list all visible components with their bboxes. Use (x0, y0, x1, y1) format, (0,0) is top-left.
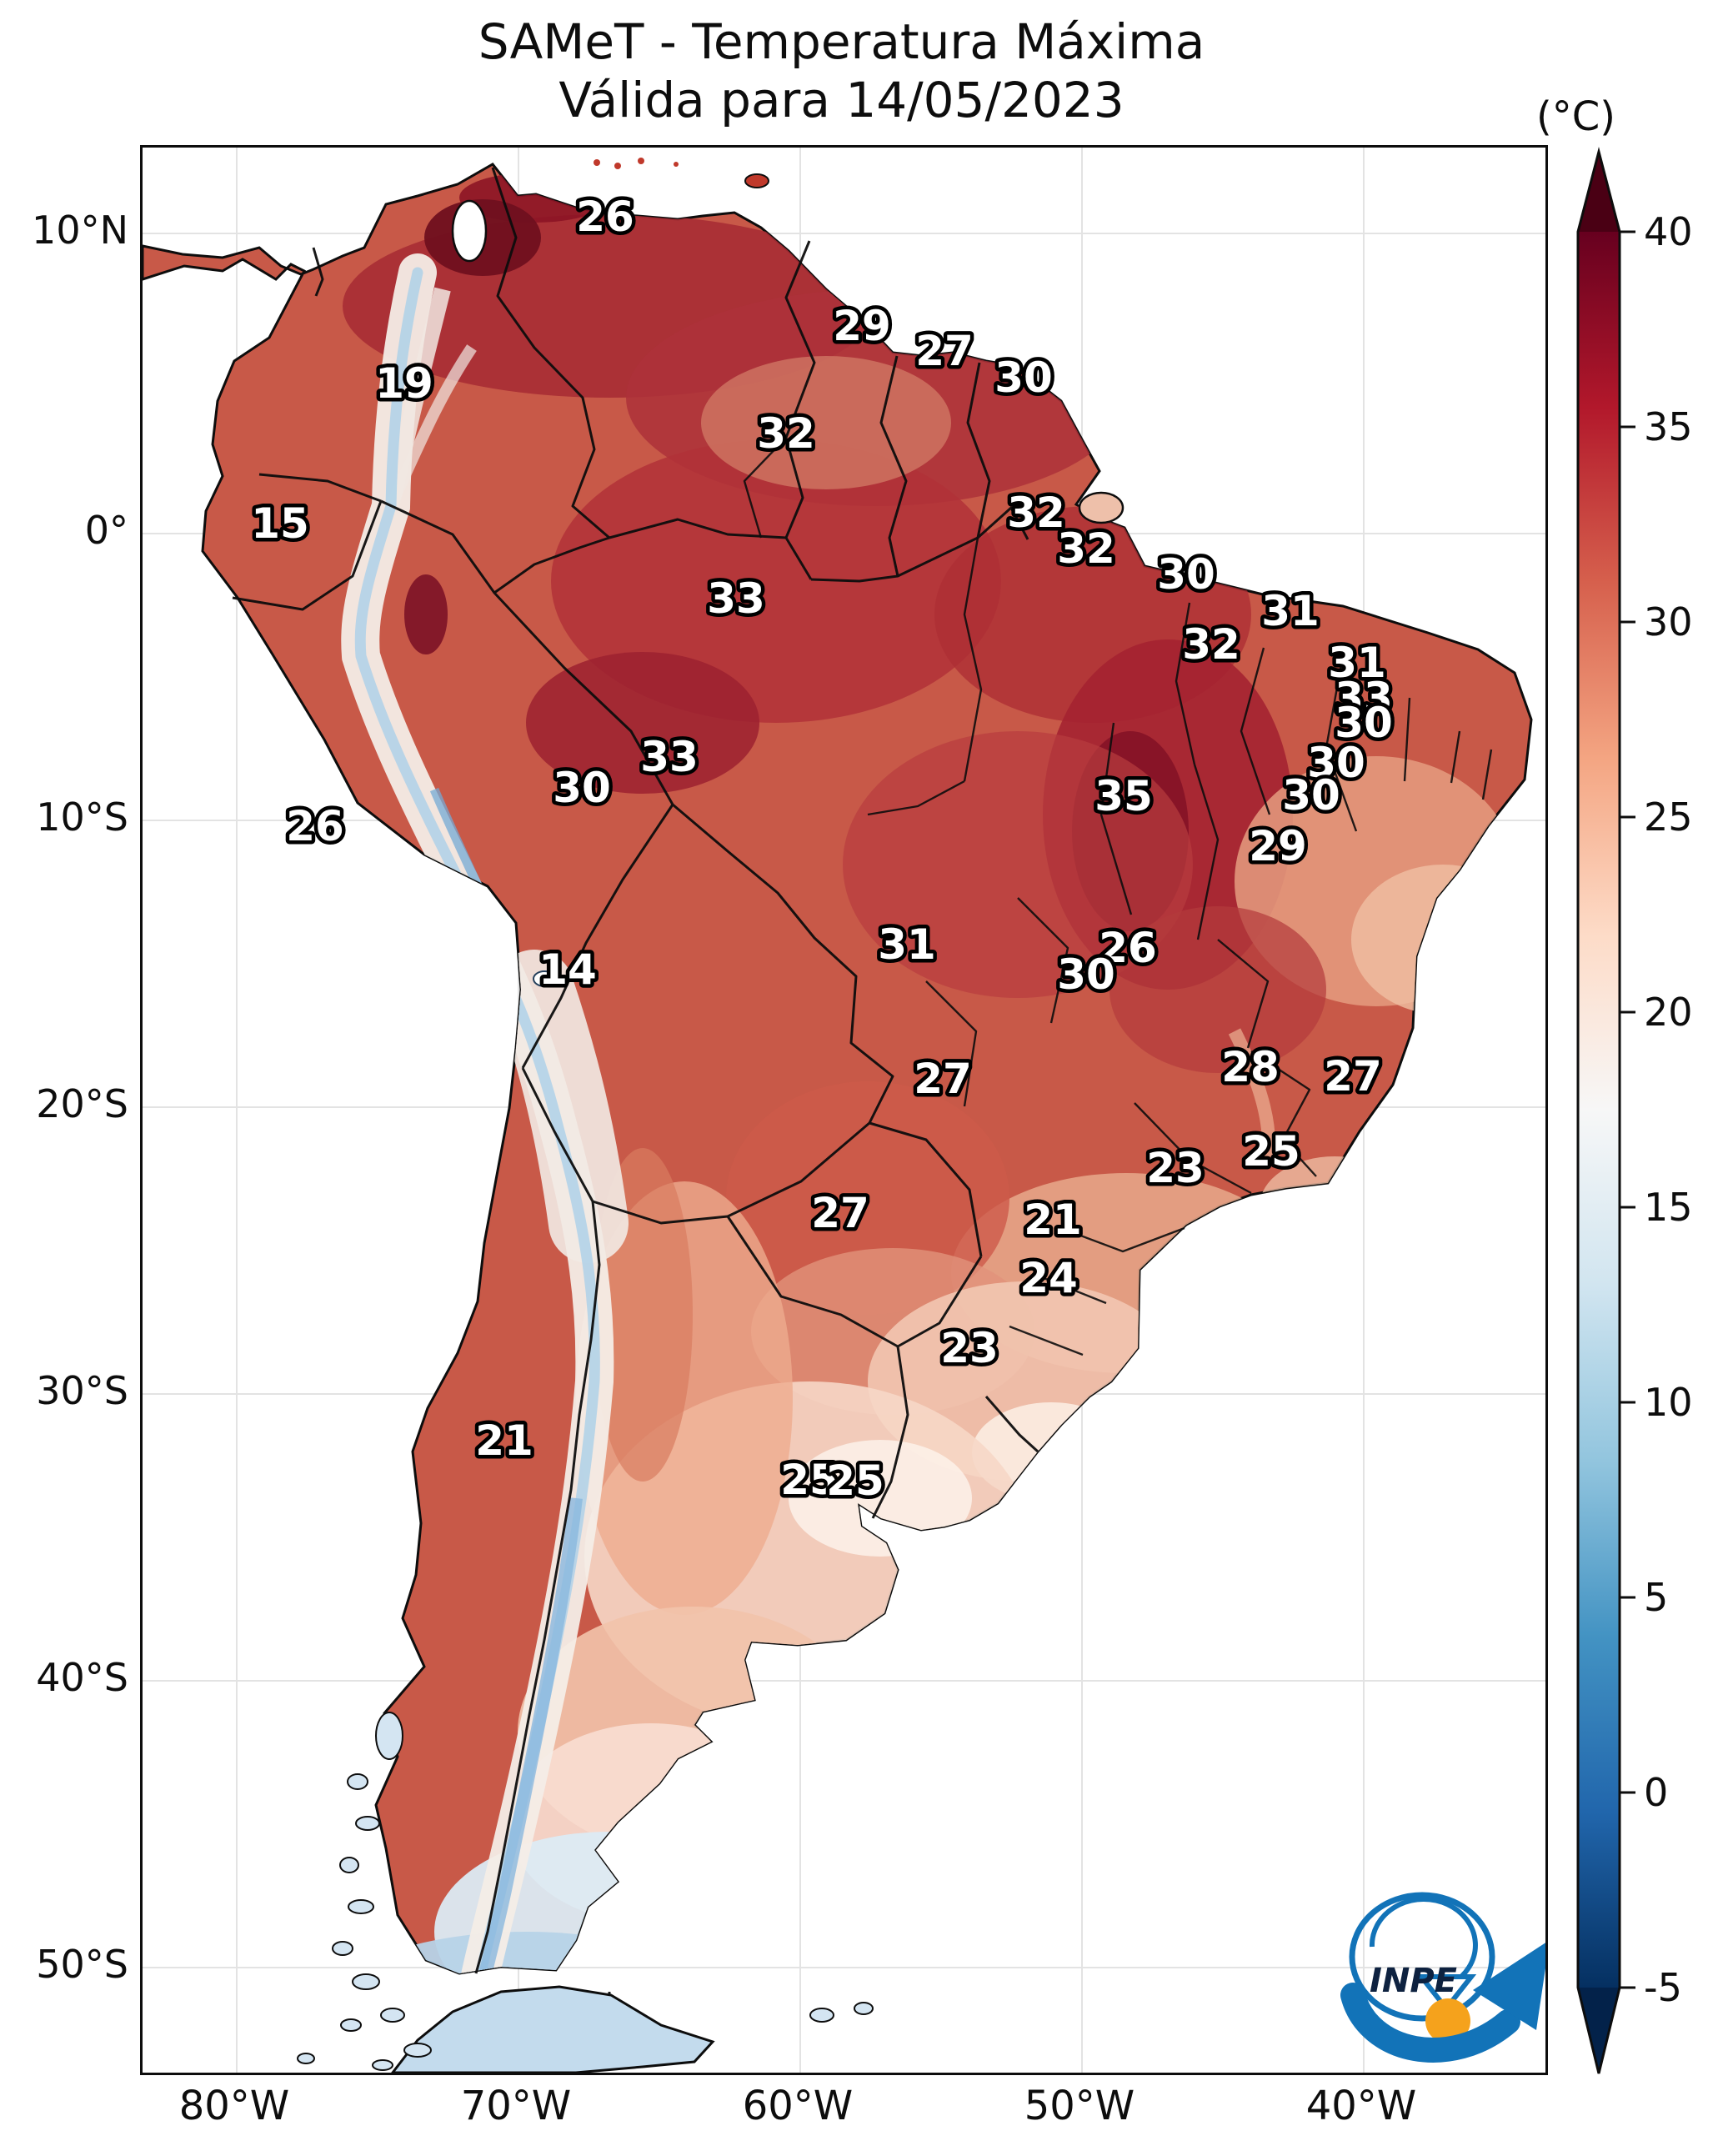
lon-tick-label: 80°W (178, 2083, 290, 2129)
temperature-value-label: 30 (1157, 550, 1215, 599)
temperature-value-label: 33 (1335, 674, 1393, 722)
colorbar: 40 35 30 25 20 15 10 5 0 -5 (1567, 142, 1723, 2097)
colorbar-gradient (1578, 232, 1620, 1988)
temperature-value-label: 33 (640, 733, 699, 781)
temperature-value-label: 29 (1249, 822, 1307, 870)
temperature-value-label: 27 (915, 327, 974, 375)
temperature-value-label: 27 (1324, 1052, 1382, 1101)
lat-tick-label: 40°S (36, 1655, 128, 1700)
temperature-value-label: 15 (251, 499, 309, 548)
temperature-value-label: 32 (1057, 524, 1115, 573)
temperature-value-label: 32 (1007, 489, 1065, 537)
lat-tick-label: 0° (84, 508, 128, 553)
temperature-value-label: 32 (757, 409, 815, 458)
lat-tick-label: 20°S (36, 1081, 128, 1126)
temperature-value-label: 30 (1335, 699, 1393, 747)
colorbar-tick-value: 0 (1644, 1770, 1668, 1815)
colorbar-tick-value: 15 (1644, 1185, 1693, 1230)
temperature-value-label: 30 (1057, 950, 1115, 999)
temperature-value-label: 14 (538, 945, 597, 994)
colorbar-tick-value: 30 (1644, 599, 1693, 644)
figure-title: SAMeT - Temperatura Máxima (478, 13, 1205, 70)
temperature-value-label: 30 (994, 353, 1053, 402)
temperature-value-label: 31 (1328, 639, 1386, 687)
colorbar-over-arrow (1578, 152, 1620, 232)
temperature-value-label: 27 (811, 1189, 869, 1237)
lon-tick-label: 50°W (1024, 2083, 1135, 2129)
colorbar-tick-value: 40 (1644, 209, 1693, 254)
colorbar-tick-value: 20 (1644, 990, 1693, 1035)
inpe-logo: INPE (1340, 1892, 1545, 2063)
lon-tick-label: 70°W (460, 2083, 572, 2129)
temperature-value-label: 25 (1242, 1127, 1300, 1176)
temperature-value-label: 31 (1261, 587, 1320, 635)
temperature-value-label: 24 (1019, 1254, 1078, 1302)
lake-maracaibo (451, 199, 488, 263)
colorbar-ticks (1620, 230, 1635, 1989)
figure-subtitle: Válida para 14/05/2023 (558, 72, 1124, 128)
temperature-value-label: 35 (1094, 772, 1153, 820)
temperature-value-label: 32 (1182, 620, 1240, 669)
colorbar-tick-value: 10 (1644, 1380, 1693, 1425)
inpe-arrow-body (1340, 1983, 1520, 2063)
temperature-value-label: 27 (914, 1055, 972, 1103)
temperature-value-label: 30 (1307, 739, 1365, 787)
colorbar-unit-label: (°C) (1536, 93, 1615, 140)
marajo-island (1078, 491, 1124, 524)
tierra-del-fuego (391, 1985, 715, 2073)
inpe-orange-dot (1425, 1998, 1470, 2043)
inpe-swirl-inner (1369, 1897, 1478, 1986)
lat-tick-label: 50°S (36, 1942, 128, 1987)
inpe-logo-text: INPE (1370, 1962, 1457, 2000)
lat-tick-label: 30°S (36, 1368, 128, 1413)
colorbar-tick-value: -5 (1644, 1965, 1682, 2010)
temperature-value-label: 30 (1282, 771, 1340, 820)
lake-titicaca (533, 970, 556, 987)
map-plot-area: 26 29 27 30 19 32 15 32 32 33 30 31 32 31 33 30 30 30 29 33… (140, 145, 1548, 2075)
colorbar-tick-value: 25 (1644, 795, 1693, 840)
temperature-value-label: 23 (1146, 1144, 1205, 1192)
temperature-value-label: 25 (780, 1456, 839, 1504)
temperature-value-label: 21 (1024, 1196, 1082, 1244)
temperature-value-label: 26 (576, 193, 634, 241)
inpe-down-arrow-icon (1415, 1974, 1477, 2013)
temperature-value-label: 23 (940, 1324, 999, 1372)
lakes-and-islands (297, 158, 1124, 2073)
state-borders (743, 437, 1493, 1356)
temperature-value-label: 19 (375, 359, 433, 408)
colorbar-under-arrow (1578, 1988, 1620, 2073)
temperature-value-label: 33 (707, 574, 765, 623)
temperature-value-label: 29 (833, 302, 891, 350)
inpe-swirl-outer (1349, 1892, 1495, 2022)
temperature-value-label: 26 (286, 802, 344, 850)
lat-tick-label: 10°S (36, 795, 128, 840)
lon-tick-label: 40°W (1305, 2083, 1417, 2129)
falkland-islands (809, 2008, 834, 2023)
temperature-value-label: 25 (826, 1457, 884, 1505)
trinidad-island (744, 173, 769, 188)
colorbar-svg: 40 35 30 25 20 15 10 5 0 -5 (1576, 147, 1693, 2074)
inpe-arrow-head-icon (1473, 1943, 1545, 2030)
colorbar-tick-value: 35 (1644, 404, 1693, 449)
lat-tick-label: 10°N (32, 208, 128, 253)
colorbar-tick-labels: 40 35 30 25 20 15 10 5 0 -5 (1644, 209, 1693, 2010)
temperature-value-label: 31 (878, 920, 936, 969)
temperature-value-label: 26 (1099, 924, 1157, 972)
colorbar-tick-value: 5 (1644, 1575, 1668, 1620)
patagonia-fjord-islands (297, 1712, 874, 2071)
lon-tick-label: 60°W (742, 2083, 854, 2129)
temperature-value-label: 30 (553, 764, 611, 812)
country-borders (232, 167, 1039, 2065)
temperature-value-label: 21 (475, 1416, 533, 1465)
temperature-value-label: 28 (1221, 1043, 1280, 1091)
